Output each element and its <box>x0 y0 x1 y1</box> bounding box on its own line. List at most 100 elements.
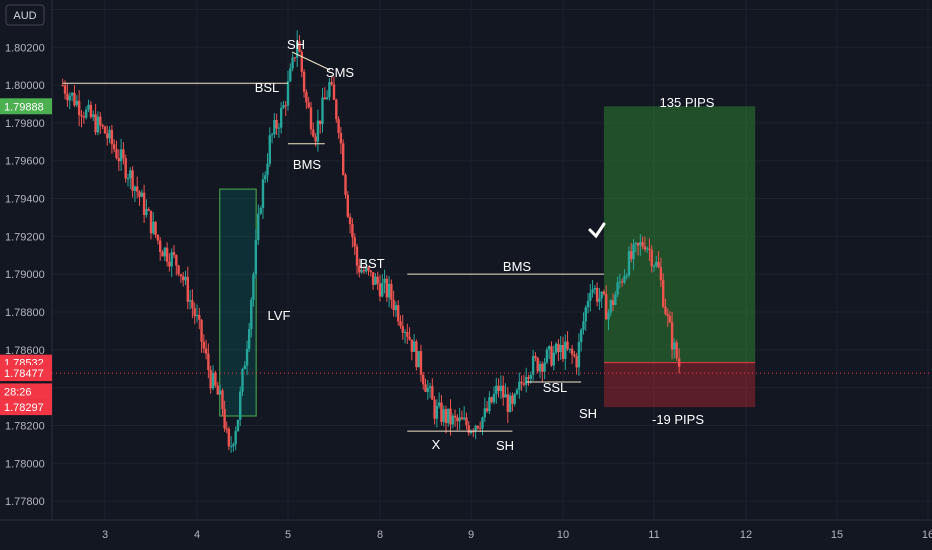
candle-body[interactable] <box>266 163 269 176</box>
candle-body[interactable] <box>630 251 633 260</box>
candle-body[interactable] <box>378 283 382 297</box>
candle-body[interactable] <box>108 129 111 139</box>
candle-body[interactable] <box>387 283 391 298</box>
candle-body[interactable] <box>138 191 141 197</box>
candle-body[interactable] <box>126 178 130 180</box>
candle-body[interactable] <box>161 251 164 257</box>
candle-body[interactable] <box>522 383 526 385</box>
candle-body[interactable] <box>552 352 555 366</box>
candle-body[interactable] <box>538 363 542 372</box>
candle-body[interactable] <box>207 353 210 370</box>
candle-body[interactable] <box>467 425 470 433</box>
candle-body[interactable] <box>408 336 411 340</box>
candle-body[interactable] <box>214 372 217 386</box>
candle-body[interactable] <box>490 397 493 403</box>
candle-body[interactable] <box>431 386 434 400</box>
candle-body[interactable] <box>82 116 86 118</box>
candle-body[interactable] <box>410 339 414 352</box>
candle-body[interactable] <box>636 243 640 246</box>
candle-body[interactable] <box>548 346 551 350</box>
candle-body[interactable] <box>513 393 516 404</box>
candle-body[interactable] <box>511 395 514 404</box>
candle-body[interactable] <box>257 213 260 241</box>
candle-body[interactable] <box>506 394 509 412</box>
candle-body[interactable] <box>392 299 395 311</box>
candle-body[interactable] <box>358 265 361 273</box>
candle-body[interactable] <box>582 321 585 330</box>
candle-body[interactable] <box>103 126 107 134</box>
candle-body[interactable] <box>365 267 368 272</box>
candle-body[interactable] <box>481 417 484 429</box>
candle-body[interactable] <box>236 419 240 432</box>
candle-body[interactable] <box>115 149 118 159</box>
candle-body[interactable] <box>447 408 450 424</box>
candle-body[interactable] <box>419 351 423 375</box>
candle-body[interactable] <box>415 341 418 368</box>
candle-body[interactable] <box>442 409 445 422</box>
candle-body[interactable] <box>620 281 624 283</box>
candle-body[interactable] <box>319 120 322 125</box>
candle-body[interactable] <box>66 93 69 101</box>
candle-body[interactable] <box>348 216 352 225</box>
candle-body[interactable] <box>113 144 116 150</box>
candle-body[interactable] <box>291 57 294 69</box>
candle-body[interactable] <box>165 247 169 262</box>
candle-body[interactable] <box>70 92 74 96</box>
candle-body[interactable] <box>168 261 171 267</box>
candle-body[interactable] <box>289 68 292 82</box>
candle-body[interactable] <box>508 395 512 412</box>
candle-body[interactable] <box>675 342 678 359</box>
candle-body[interactable] <box>110 129 114 145</box>
candle-body[interactable] <box>428 386 432 389</box>
candle-body[interactable] <box>515 389 519 394</box>
candle-body[interactable] <box>133 186 137 191</box>
candle-body[interactable] <box>152 221 155 234</box>
candle-body[interactable] <box>330 82 333 85</box>
candle-body[interactable] <box>232 444 235 447</box>
candle-body[interactable] <box>433 399 436 419</box>
candle-body[interactable] <box>609 300 612 313</box>
candle-body[interactable] <box>573 354 576 357</box>
candle-body[interactable] <box>163 247 166 257</box>
candle-body[interactable] <box>625 275 628 277</box>
candle-body[interactable] <box>239 391 242 420</box>
candle-body[interactable] <box>525 377 528 385</box>
candle-body[interactable] <box>541 363 544 372</box>
candle-body[interactable] <box>221 390 224 410</box>
candle-body[interactable] <box>312 129 315 137</box>
candle-body[interactable] <box>385 278 389 298</box>
candle-body[interactable] <box>245 348 249 366</box>
candle-body[interactable] <box>435 405 439 419</box>
candle-body[interactable] <box>543 362 546 372</box>
candle-body[interactable] <box>426 388 429 392</box>
candle-body[interactable] <box>92 114 95 118</box>
candle-body[interactable] <box>627 251 631 276</box>
candle-body[interactable] <box>131 170 134 191</box>
candle-body[interactable] <box>472 431 475 433</box>
candle-body[interactable] <box>449 408 452 425</box>
candle-body[interactable] <box>374 276 377 285</box>
candle-body[interactable] <box>504 394 507 398</box>
candle-body[interactable] <box>376 276 379 284</box>
price-axis[interactable]: 1.778001.780001.782001.784001.786001.788… <box>5 0 53 520</box>
candle-body[interactable] <box>229 446 233 448</box>
candle-body[interactable] <box>335 99 338 120</box>
candle-body[interactable] <box>353 237 356 247</box>
candle-body[interactable] <box>666 314 669 317</box>
candle-body[interactable] <box>458 417 461 422</box>
candle-body[interactable] <box>264 175 267 180</box>
candle-body[interactable] <box>518 381 521 390</box>
candle-body[interactable] <box>159 240 162 252</box>
candle-body[interactable] <box>390 283 393 300</box>
candle-body[interactable] <box>286 81 290 106</box>
candle-body[interactable] <box>140 192 143 197</box>
candle-body[interactable] <box>254 240 258 275</box>
candle-body[interactable] <box>483 408 486 418</box>
candle-body[interactable] <box>277 127 281 129</box>
candle-body[interactable] <box>298 41 301 52</box>
candle-body[interactable] <box>270 134 274 136</box>
candle-body[interactable] <box>591 289 594 293</box>
candle-body[interactable] <box>469 431 473 433</box>
candle-body[interactable] <box>321 97 324 125</box>
candle-body[interactable] <box>225 428 228 430</box>
